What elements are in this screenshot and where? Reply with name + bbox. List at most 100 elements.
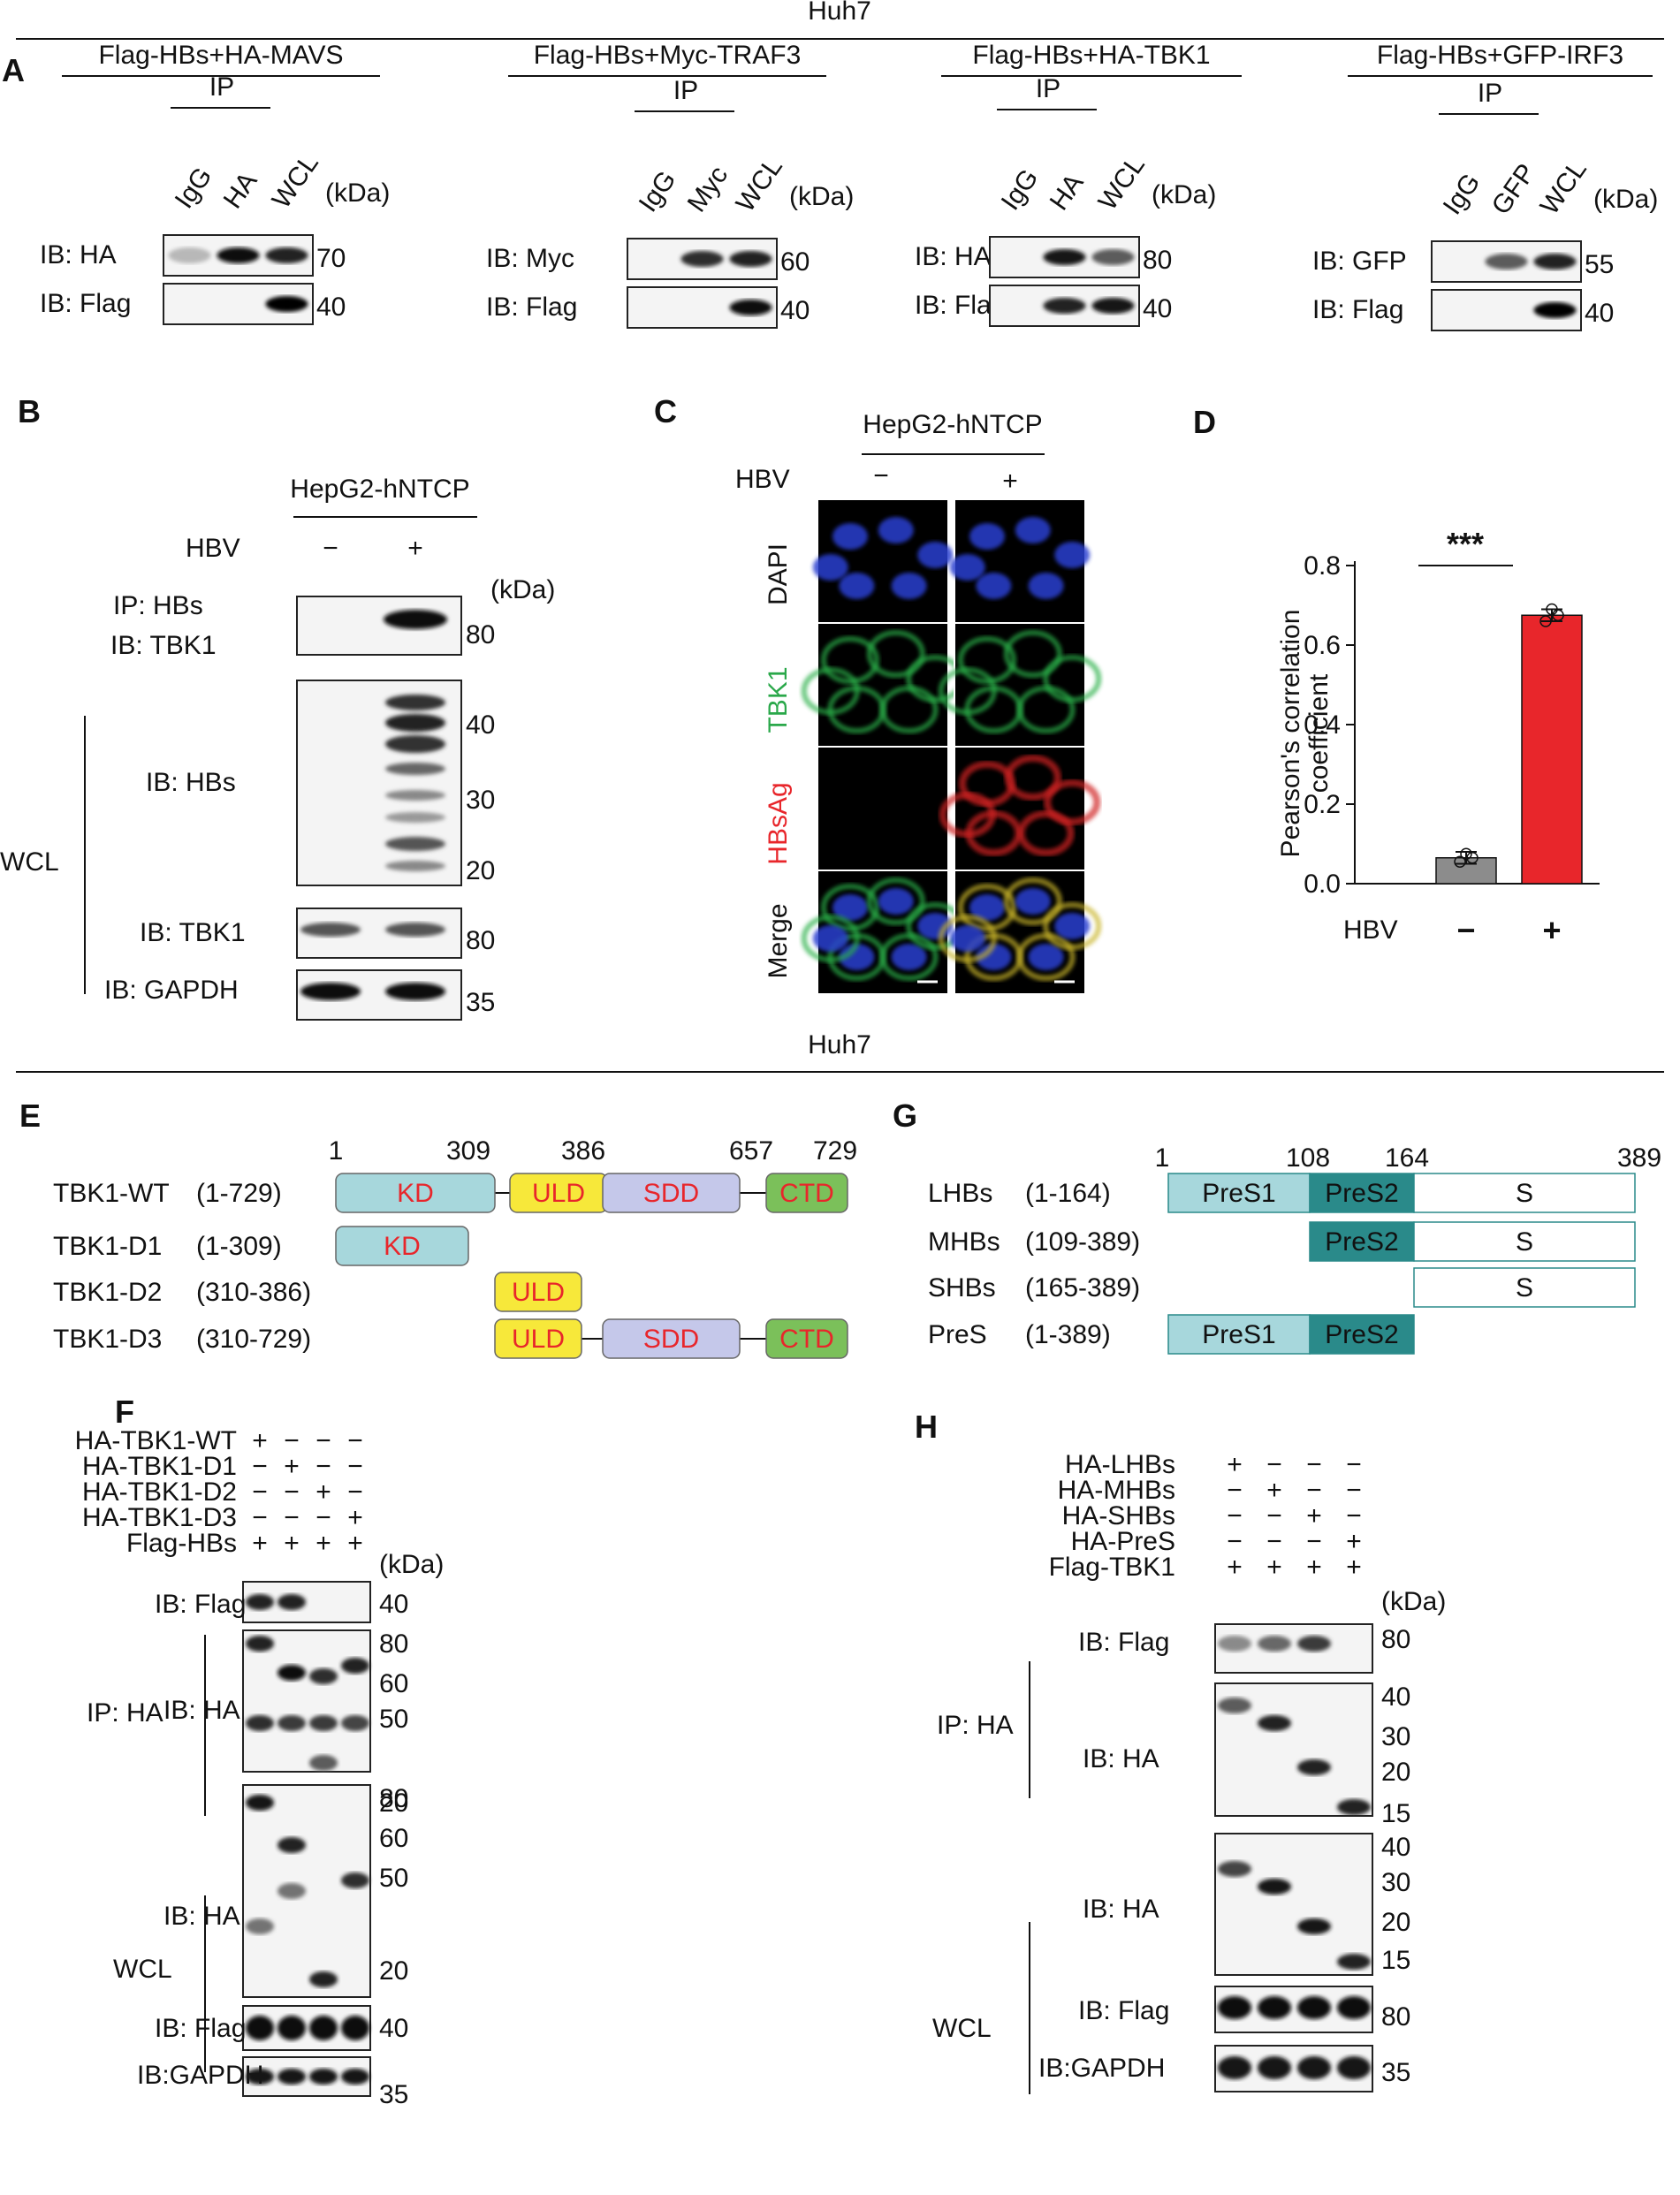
panelF-cond-label-0: HA-TBK1-WT [75, 1426, 237, 1455]
panelF-kda: (kDa) [379, 1550, 444, 1579]
d-ytick-label-1: 0.2 [1304, 790, 1341, 819]
b-gapdh-marker: 35 [466, 988, 495, 1017]
d-point-1-1 [1546, 603, 1558, 616]
g-mhbs-s-label: S [1516, 1227, 1533, 1257]
b-ib-tbk1: IB: TBK1 [140, 918, 246, 947]
panel-label-a: A [2, 52, 25, 88]
b-wcl-label: WCL [0, 847, 59, 877]
panel-g: G 1 108 164 389 LHBs (1-164) MHBs (109-389) SHBs… [893, 1098, 1661, 1355]
panelF-cond-4-sign-0: + [252, 1529, 268, 1558]
panelH-cond-0-sign-2: − [1306, 1450, 1322, 1479]
panelF-blot-1-marker-0: 80 [379, 1629, 408, 1659]
d-bar-1 [1521, 614, 1583, 885]
panel-label-c: C [654, 393, 677, 429]
g-pres-pres1-box [1167, 1314, 1311, 1355]
g-shbs-s-label: S [1516, 1273, 1533, 1303]
e-position-4: 729 [813, 1136, 857, 1166]
panelF-cond-label-3: HA-TBK1-D3 [82, 1503, 237, 1532]
d-ylabel-line1: Pearson's correlation [1276, 610, 1305, 858]
c-row-merge: Merge [764, 903, 793, 978]
c-row-hbsag: HBsAg [764, 782, 793, 864]
a2-row-1-label: IB: Flag [486, 292, 577, 322]
panelF-ip-label: IP: HA [87, 1698, 163, 1728]
d-ytick-label-4: 0.8 [1304, 551, 1341, 581]
a2-lane-2: WCL [731, 152, 788, 217]
panelF-cond-label-1: HA-TBK1-D1 [82, 1452, 237, 1481]
c-nucleus-r0-c0-3 [891, 573, 927, 599]
panelF-blot-2-marker-0: 80 [379, 1784, 408, 1813]
g-lhbs-s-box [1413, 1173, 1636, 1213]
cell-line-mid: Huh7 [808, 1030, 871, 1060]
a3-lane-2: WCL [1093, 150, 1151, 216]
b-hbs-marker-40: 40 [466, 710, 495, 740]
e-sdd-label-1515: SDD [643, 1325, 699, 1354]
panelH-cond-label-2: HA-SHBs [1062, 1501, 1175, 1530]
panelH-blot-2-marker-2: 20 [1381, 1908, 1410, 1937]
panelF-blot-2-label: IB: HA [163, 1902, 240, 1931]
panelF-blot-1-band-2 [309, 1668, 338, 1684]
panelF-blot-0 [242, 1581, 371, 1623]
a2-lane-0: IgG [634, 165, 682, 217]
c-tbk1-r3-c0-0 [821, 884, 879, 931]
panelF-blot-4-band-2 [309, 2069, 338, 2085]
c-hbsag-r2-c1-1 [1004, 755, 1061, 801]
panelF-blot-1-band-3 [341, 1658, 369, 1674]
a2-row-0-band-2 [729, 251, 772, 267]
e-uld-box-1462 [494, 1272, 582, 1312]
c-tbk1-r1-c1-0 [958, 636, 1016, 684]
g-lhbs-pres1-label: PreS1 [1202, 1179, 1275, 1208]
panelH-cond-2-sign-2: + [1306, 1501, 1322, 1530]
e-uld-label-1515: ULD [512, 1325, 565, 1354]
g-position-1: 108 [1286, 1143, 1330, 1173]
panelH-blot-1-band-2 [1297, 1759, 1331, 1775]
panelF-cond-3-sign-2: − [315, 1503, 331, 1532]
d-ytick-label-3: 0.6 [1304, 631, 1341, 660]
panelH-blot-1-marker-2: 20 [1381, 1758, 1410, 1787]
panelF-blot-4-label: IB:GAPDH [137, 2061, 263, 2090]
panelH-cond-3-sign-0: − [1227, 1527, 1243, 1556]
panelF-cond-4-sign-2: + [315, 1529, 331, 1558]
a4-row-1-marker: 40 [1585, 299, 1614, 328]
c-hbv-plus: + [1002, 467, 1018, 496]
a4-kda: (kDa) [1593, 185, 1658, 214]
a1-row-0-band-0 [168, 247, 211, 263]
panelF-cond-1-sign-3: − [347, 1452, 363, 1481]
a1-row-0-marker: 70 [316, 244, 346, 273]
c-cell-line: HepG2-hNTCP [863, 410, 1042, 439]
panelF-cond-3-sign-3: + [347, 1503, 363, 1532]
c-nucleus-r0-c0-5 [812, 554, 848, 581]
a4-lane-0: IgG [1438, 168, 1486, 220]
panelF-blot-2 [242, 1784, 371, 1998]
a4-row-1-band-2 [1533, 302, 1577, 318]
a3-row-0-label: IB: HA [915, 242, 992, 271]
panelF-blot-2-marker-2: 50 [379, 1864, 408, 1893]
panelF-blot-3-band-1 [277, 2016, 306, 2040]
panel-label-f: F [115, 1394, 134, 1430]
g-lhbs-s-label: S [1516, 1179, 1533, 1208]
c-hbsag-r2-c1-5 [939, 792, 996, 838]
g-pres-pres1-label: PreS1 [1202, 1320, 1275, 1349]
c-nucleus-r0-c0-0 [832, 523, 868, 550]
c-tbk1-r3-c0-1 [866, 877, 925, 925]
panelF-cond-1-sign-2: − [315, 1452, 331, 1481]
d-category-1: + [1542, 912, 1561, 948]
c-image-r0-c1 [949, 498, 1091, 624]
c-tbk1-r1-c1-5 [938, 667, 997, 715]
g-pres-pres2-label: PreS2 [1325, 1320, 1398, 1349]
panelH-cond-0-sign-1: − [1266, 1450, 1282, 1479]
panelH-blot-3-band-1 [1258, 1996, 1291, 2019]
panelH-blot-1-band-3 [1337, 1799, 1371, 1815]
a1-lane-2: WCL [267, 148, 324, 214]
panelF-blot-4-band-1 [277, 2069, 306, 2085]
d-bar-chart: 0.0 0.2 0.4 0.6 0.8 Pearson's correlation coef… [1276, 551, 1600, 948]
panel-label-e: E [19, 1098, 41, 1134]
panelF-cond-2-sign-3: − [347, 1477, 363, 1507]
c-hbv-label: HBV [735, 465, 790, 494]
e-construct-name-2: TBK1-D2 [53, 1278, 162, 1307]
panelH-cond-4-sign-3: + [1346, 1553, 1362, 1582]
a3-lane-0: IgG [996, 163, 1045, 216]
c-nucleus-r0-c1-3 [1028, 573, 1064, 599]
d-point-1-0 [1539, 615, 1552, 627]
c-row-dapi: DAPI [764, 543, 793, 605]
panelF-cond-1-sign-1: + [284, 1452, 300, 1481]
